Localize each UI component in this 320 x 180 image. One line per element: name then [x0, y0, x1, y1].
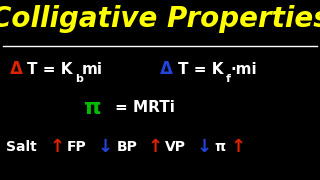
Text: mi: mi	[82, 62, 103, 77]
Text: π: π	[83, 98, 101, 118]
Text: BP: BP	[117, 140, 138, 154]
Text: ↑: ↑	[147, 138, 162, 156]
Text: ·mi: ·mi	[230, 62, 257, 77]
Text: T = K: T = K	[27, 62, 73, 77]
Text: ↓: ↓	[98, 138, 113, 156]
Text: ↓: ↓	[197, 138, 212, 156]
Text: ↑: ↑	[50, 138, 65, 156]
Text: π: π	[214, 140, 226, 154]
Text: T = K: T = K	[178, 62, 223, 77]
Text: b: b	[75, 74, 83, 84]
Text: Colligative Properties: Colligative Properties	[0, 5, 320, 33]
Text: Δ: Δ	[10, 60, 22, 78]
Text: ↑: ↑	[230, 138, 245, 156]
Text: = MRTi: = MRTi	[115, 100, 175, 116]
Text: FP: FP	[67, 140, 87, 154]
Text: f: f	[226, 74, 231, 84]
Text: Δ: Δ	[160, 60, 173, 78]
Text: VP: VP	[165, 140, 186, 154]
Text: Salt: Salt	[6, 140, 37, 154]
